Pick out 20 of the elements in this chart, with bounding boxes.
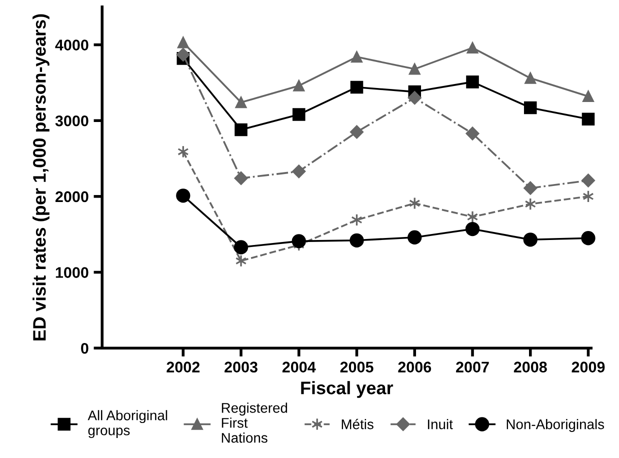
y-tick-label: 2000 [55,191,88,202]
x-tick-label: 2009 [572,362,605,372]
x-tick-label: 2007 [456,362,489,372]
x-tick-label: 2005 [340,362,374,372]
legend-label: All Aboriginal groups [88,410,168,438]
y-tick-label: 0 [81,342,88,354]
legend-label: Inuit [428,419,453,430]
legend-label: Non-Aboriginals [506,419,604,432]
y-tick-label: 4000 [55,40,88,50]
legend-label: Registered First Nations [222,402,288,443]
y-tick-label: 1000 [56,267,88,278]
legend-label: Métis [342,418,374,430]
y-tick-label: 3000 [55,115,88,126]
x-tick-label: 2006 [398,362,432,372]
x-tick-label: 2004 [282,362,316,372]
y-axis-title: ED visit rates (per 1,000 person-years) [32,14,50,340]
x-tick-label: 2008 [514,362,547,372]
x-axis-title: Fiscal year [301,381,394,398]
x-tick-label: 2003 [224,362,258,373]
x-tick-label: 2002 [166,362,200,372]
